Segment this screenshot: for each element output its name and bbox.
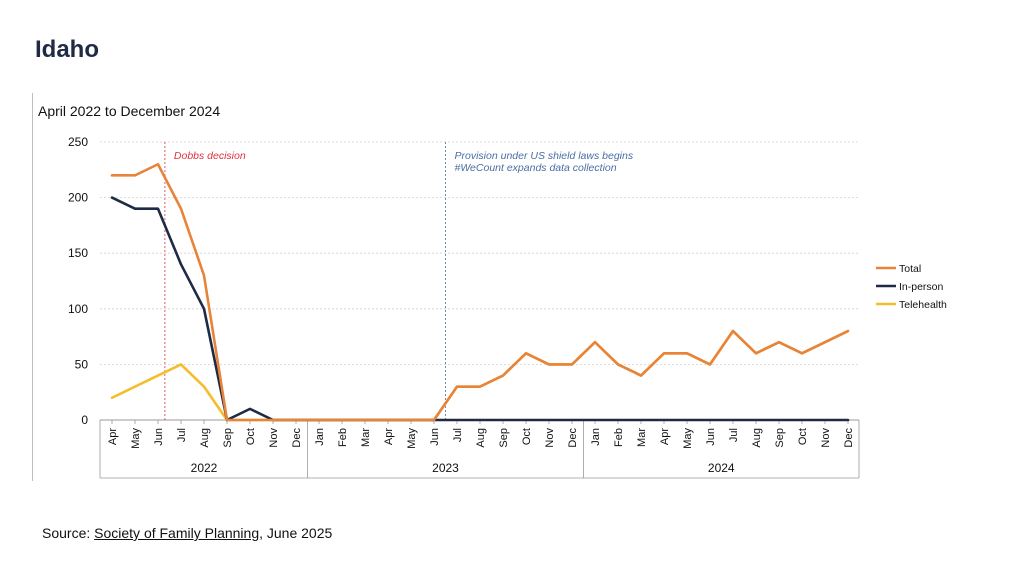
source-suffix: , June 2025 <box>259 525 333 541</box>
x-tick-label: Jan <box>590 428 602 446</box>
x-tick-label: Mar <box>360 428 372 447</box>
annotation-label: Provision under US shield laws begins <box>455 150 634 162</box>
x-tick-label: May <box>682 428 694 449</box>
x-tick-label: Apr <box>659 428 671 445</box>
x-tick-label: Dec <box>291 428 303 448</box>
x-tick-label: Oct <box>521 428 533 445</box>
x-tick-label: Oct <box>245 428 257 445</box>
legend-label: In-person <box>899 281 944 293</box>
year-label: 2022 <box>191 461 218 475</box>
series-line-total <box>110 162 850 422</box>
x-tick-label: Feb <box>613 428 625 447</box>
year-label: 2024 <box>708 461 735 475</box>
x-tick-label: Dec <box>567 428 579 448</box>
y-tick-label: 150 <box>68 246 88 260</box>
x-tick-label: Aug <box>475 428 487 448</box>
source-prefix: Source: <box>42 525 95 541</box>
x-tick-label: Aug <box>751 428 763 448</box>
x-tick-label: Apr <box>383 428 395 445</box>
x-tick-label: May <box>130 428 142 449</box>
legend-label: Total <box>899 263 921 275</box>
annotation-label: #WeCount expands data collection <box>455 162 617 174</box>
year-label: 2023 <box>432 461 459 475</box>
x-tick-label: Aug <box>199 428 211 448</box>
x-tick-label: Nov <box>268 428 280 448</box>
y-tick-label: 200 <box>68 191 88 205</box>
x-tick-label: Jan <box>314 428 326 446</box>
chart-frame-left-rule <box>32 93 33 481</box>
x-tick-label: Mar <box>636 428 648 447</box>
x-tick-label: Jul <box>452 428 464 442</box>
x-tick-label: Nov <box>820 428 832 448</box>
page-title: Idaho <box>35 36 99 63</box>
x-tick-label: Jun <box>153 428 165 446</box>
source-note: Source: Society of Family Planning, June… <box>42 525 332 541</box>
x-tick-label: Sep <box>222 428 234 448</box>
y-tick-label: 250 <box>68 135 88 149</box>
x-tick-label: Jun <box>429 428 441 446</box>
y-tick-label: 50 <box>75 357 89 371</box>
chart-title: April 2022 to December 2024 <box>38 103 220 119</box>
x-tick-label: Feb <box>337 428 349 447</box>
x-tick-label: Nov <box>544 428 556 448</box>
x-tick-label: Jul <box>176 428 188 442</box>
annotation-label: Dobbs decision <box>174 150 246 162</box>
x-tick-label: Sep <box>774 428 786 448</box>
source-link[interactable]: Society of Family Planning <box>94 525 260 541</box>
series-line-in-person <box>110 196 850 422</box>
series-line-telehealth <box>110 329 850 422</box>
x-tick-label: Jul <box>728 428 740 442</box>
x-tick-label: May <box>406 428 418 449</box>
x-tick-label: Jun <box>705 428 717 446</box>
y-tick-label: 100 <box>68 302 88 316</box>
legend-label: Telehealth <box>899 299 947 311</box>
x-tick-label: Oct <box>797 428 809 445</box>
x-tick-label: Dec <box>843 428 855 448</box>
x-tick-label: Sep <box>498 428 510 448</box>
y-tick-label: 0 <box>81 413 88 427</box>
x-tick-label: Apr <box>107 428 119 445</box>
